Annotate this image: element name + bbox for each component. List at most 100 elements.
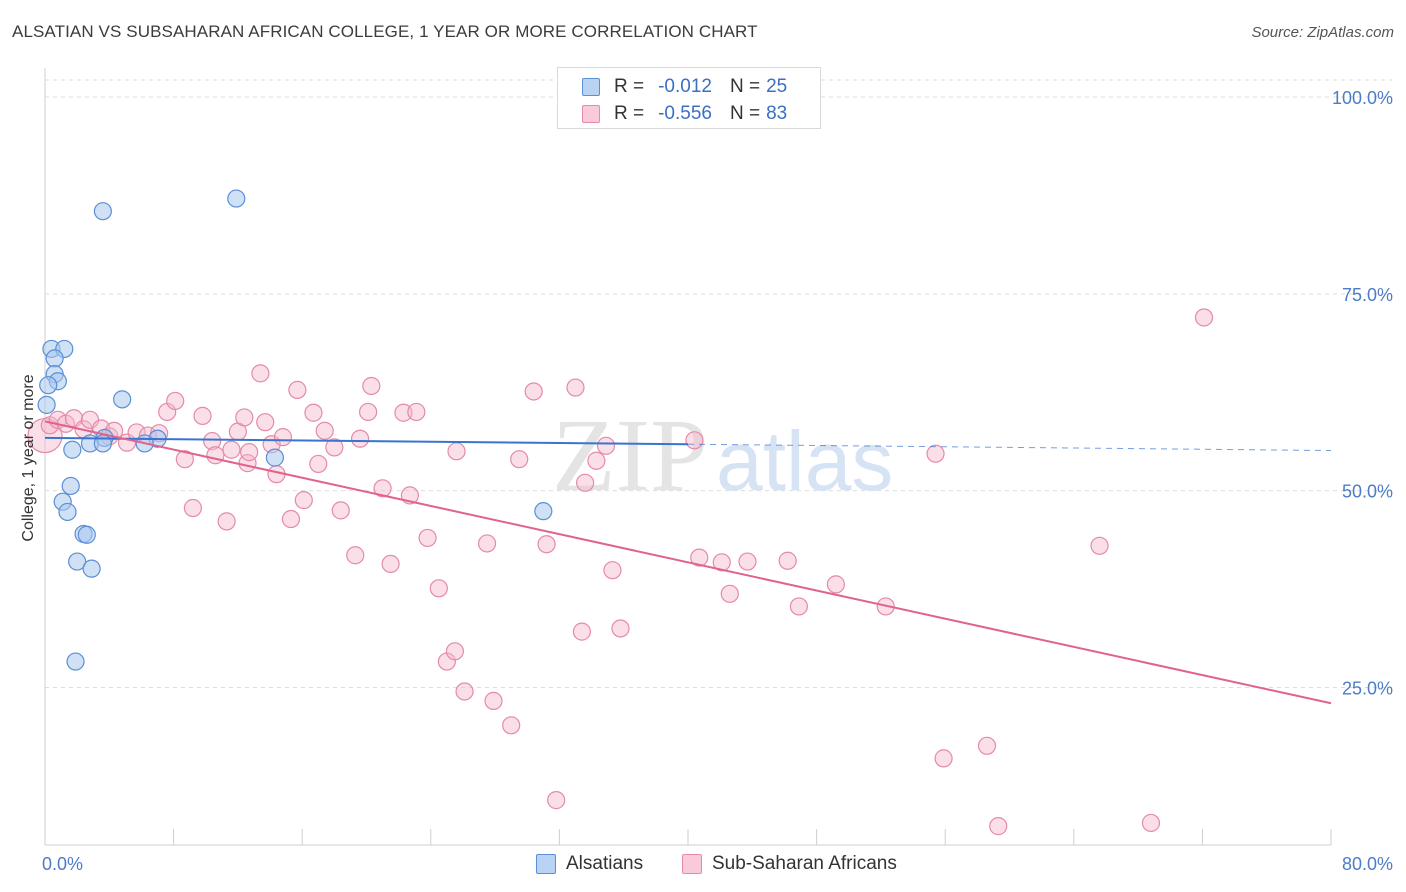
subsaharan-point: [325, 438, 344, 457]
subsaharan-point: [712, 553, 731, 572]
legend-n-label: N =: [729, 103, 761, 124]
x-tick-label: 80.0%: [1342, 854, 1393, 874]
subsaharan-point: [256, 413, 275, 432]
legend-n-value: 83: [766, 103, 788, 124]
subsaharan-point: [418, 528, 437, 548]
y-tick-label: 25.0%: [1342, 679, 1393, 699]
subsaharan-point: [373, 479, 392, 498]
subsaharan-point: [309, 454, 328, 474]
subsaharan-point: [934, 749, 953, 768]
alsatian-point: [37, 395, 56, 414]
subsaharan-point: [331, 501, 350, 520]
y-tick-label: 100.0%: [1332, 88, 1393, 108]
legend-r-value: -0.012: [658, 76, 712, 97]
subsaharan-point: [183, 498, 202, 518]
subsaharan-point: [350, 429, 370, 448]
subsaharan-point: [576, 473, 595, 492]
subsaharan-point: [611, 619, 630, 638]
subsaharan-point: [1090, 536, 1109, 555]
alsatians-label: Alsatians: [566, 853, 644, 874]
alsatian-trend-line: [44, 436, 689, 446]
subsaharan-point: [738, 552, 757, 571]
watermark-atlas: atlas: [716, 414, 893, 508]
subsaharan-point: [477, 534, 497, 553]
subsaharan-point: [566, 378, 585, 397]
subsaharan-point: [240, 443, 259, 462]
subsaharan-point: [826, 575, 845, 594]
subsaharan-point: [359, 402, 378, 422]
legend-r-value: -0.556: [658, 103, 712, 124]
alsatians-swatch: [536, 854, 556, 874]
subsaharan-points: [27, 308, 1214, 836]
subsaharan-point: [217, 512, 236, 531]
alsatian-point: [265, 448, 284, 467]
y-axis-label: College, 1 year or more: [20, 374, 37, 541]
source-label: Source: ZipAtlas.com: [1251, 24, 1394, 41]
subsaharan-point: [1194, 308, 1214, 327]
subsaharan-point: [977, 736, 997, 755]
alsatians-swatch: [582, 78, 600, 96]
subsaharan-point: [294, 491, 313, 510]
alsatian-point: [66, 652, 85, 671]
subsaharan-point: [381, 554, 400, 574]
subsaharan-point: [510, 450, 529, 469]
subsaharan-point: [690, 548, 709, 567]
subsaharan-point: [429, 579, 448, 598]
subsaharan-point: [447, 442, 466, 461]
subsaharan-point: [288, 380, 307, 400]
subsaharan-point: [251, 364, 270, 383]
subsaharan-point: [502, 716, 521, 735]
subsaharan-point: [166, 391, 185, 411]
subsaharan-point: [304, 403, 323, 422]
alsatian-trend-extension: [687, 443, 1332, 452]
subsaharan-point: [484, 691, 503, 711]
alsatian-point: [77, 525, 96, 544]
subsaharan-point: [273, 428, 293, 447]
subsaharan-point: [203, 431, 222, 451]
subsaharan-point: [315, 421, 334, 440]
axes: [44, 68, 1332, 846]
subsaharan-point: [789, 597, 809, 616]
alsatian-point: [113, 390, 132, 409]
subsaharan-point: [926, 444, 945, 463]
legend-r-label: R =: [614, 76, 645, 97]
legend: R = -0.012 N = 25 R = -0.556 N = 83: [557, 67, 821, 129]
bottom-legend-alsatians: Alsatians: [536, 852, 643, 876]
alsatian-point: [534, 502, 553, 521]
x-tick-labels: 0.0% 80.0%: [42, 854, 1393, 874]
alsatian-point: [82, 559, 101, 578]
alsatian-point: [63, 440, 82, 459]
subsaharan-point: [193, 406, 212, 425]
legend-r-label: R =: [614, 103, 645, 124]
y-tick-label: 50.0%: [1342, 482, 1393, 502]
legend-n-label: N =: [729, 76, 761, 97]
legend-row-subsaharan: R = -0.556 N = 83: [582, 102, 787, 126]
alsatian-point: [68, 552, 87, 571]
subsaharan-point: [596, 436, 616, 455]
subsaharan-point: [1141, 813, 1161, 833]
alsatian-point: [58, 502, 77, 522]
subsaharan-swatch: [682, 854, 702, 874]
y-tick-labels: 25.0% 50.0% 75.0% 100.0%: [1332, 88, 1393, 699]
subsaharan-point: [206, 446, 225, 465]
alsatian-point: [227, 189, 246, 208]
subsaharan-swatch: [582, 105, 600, 123]
subsaharan-point: [346, 546, 365, 565]
subsaharan-point: [537, 535, 556, 554]
subsaharan-point: [362, 376, 381, 396]
subsaharan-point: [685, 431, 704, 450]
grid-lines: [45, 79, 1392, 689]
subsaharan-point: [407, 402, 426, 422]
subsaharan-point: [572, 622, 592, 641]
trend-lines: [44, 420, 1332, 705]
subsaharan-point: [235, 408, 254, 427]
subsaharan-point: [603, 561, 622, 580]
subsaharan-point: [524, 382, 543, 401]
bottom-legend-subsaharan: Sub-Saharan Africans: [682, 852, 897, 876]
x-tick-label: 0.0%: [42, 854, 83, 874]
subsaharan-point: [587, 451, 606, 470]
chart-title: ALSATIAN VS SUBSAHARAN AFRICAN COLLEGE, …: [12, 22, 758, 41]
legend-row-alsatians: R = -0.012 N = 25: [582, 75, 787, 99]
subsaharan-point: [547, 791, 566, 810]
